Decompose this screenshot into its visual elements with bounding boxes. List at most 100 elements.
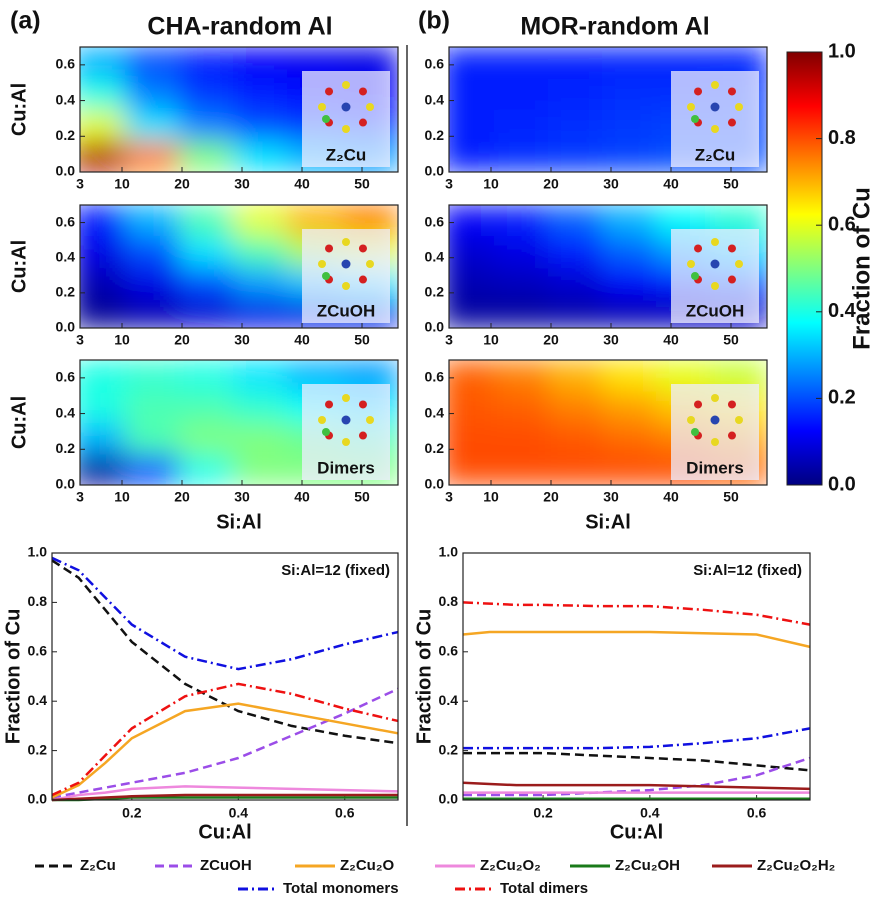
heat-cell (233, 423, 288, 455)
atom (687, 260, 695, 268)
heat-cell (494, 454, 549, 486)
legend-label: Z₂Cu₂O₂ (480, 857, 541, 874)
atom (322, 115, 330, 123)
column-title: MOR-random Al (520, 13, 709, 41)
atom (342, 416, 351, 425)
atom (711, 103, 720, 112)
heat-cell (602, 423, 657, 455)
y-tick-label: 0.8 (439, 593, 459, 609)
panel-label: (a) (10, 7, 41, 35)
inset-label: ZCuOH (317, 301, 376, 320)
y-axis-label: Fraction of Cu (413, 609, 435, 745)
y-tick-label: 0.0 (28, 791, 48, 807)
heat-cell (71, 236, 126, 267)
x-tick-label: 50 (354, 176, 370, 192)
x-tick-label: 20 (543, 332, 559, 348)
heat-cell (233, 267, 288, 298)
x-tick-label: 40 (294, 176, 310, 192)
atom (325, 87, 333, 95)
heat-cell (233, 47, 288, 79)
atom (694, 87, 702, 95)
column-title: CHA-random Al (147, 13, 332, 41)
heat-cell (125, 360, 180, 392)
heat-cell (548, 360, 603, 392)
heat-cell (548, 236, 603, 267)
heat-cell (125, 78, 180, 110)
heat-cell (125, 454, 180, 486)
heat-cell (548, 391, 603, 423)
y-tick-label: 0.2 (56, 127, 76, 143)
x-tick-label: 0.4 (229, 805, 249, 821)
x-tick-label: 40 (663, 176, 679, 192)
x-tick-label: 40 (663, 332, 679, 348)
x-tick-label: 20 (543, 176, 559, 192)
heat-cell (602, 454, 657, 486)
heat-cell (440, 297, 495, 328)
y-tick-label: 0.4 (425, 91, 445, 107)
legend-label: Z₂Cu₂O₂H₂ (757, 857, 835, 874)
x-tick-label: 50 (354, 489, 370, 505)
atom (711, 416, 720, 425)
x-tick-label: 10 (483, 332, 499, 348)
heat-cell (494, 297, 549, 328)
atom (687, 103, 695, 111)
x-tick-label: 3 (76, 489, 84, 505)
x-tick-label: 20 (543, 489, 559, 505)
x-tick-label: 3 (445, 332, 453, 348)
heat-cell (440, 360, 495, 392)
y-tick-label: 0.4 (425, 404, 445, 420)
x-tick-label: 40 (294, 332, 310, 348)
atom (318, 416, 326, 424)
y-tick-label: 0.6 (56, 213, 76, 229)
atom (728, 119, 736, 127)
y-tick-label: 0.2 (56, 440, 76, 456)
x-tick-label: 40 (294, 489, 310, 505)
heat-cell (494, 267, 549, 298)
heat-cell (179, 236, 234, 267)
heat-cell (233, 454, 288, 486)
x-tick-label: 10 (114, 489, 130, 505)
atom (728, 244, 736, 252)
x-tick-label: 40 (663, 489, 679, 505)
heat-cell (71, 47, 126, 79)
heat-cell (548, 78, 603, 110)
atom (342, 103, 351, 112)
y-tick-label: 0.4 (28, 692, 48, 708)
atom (359, 400, 367, 408)
line-series (463, 783, 810, 789)
x-tick-label: 30 (234, 332, 250, 348)
heat-cell (440, 47, 495, 79)
atom (735, 416, 743, 424)
atom (342, 81, 350, 89)
heat-cell (440, 141, 495, 173)
heat-cell (179, 47, 234, 79)
heat-cell (548, 267, 603, 298)
line-series (52, 684, 398, 795)
heat-cell (548, 454, 603, 486)
heat-cell (71, 141, 126, 173)
figure: (a) CHA-random Al (b) MOR-random Al 3 10 2… (0, 0, 876, 898)
atom (728, 432, 736, 440)
y-tick-label: 0.4 (56, 91, 76, 107)
colorbar-tick-label: 0.8 (828, 127, 856, 149)
inset-label: ZCuOH (686, 301, 745, 320)
heat-cell (71, 297, 126, 328)
colorbar-tick-label: 1.0 (828, 40, 856, 62)
y-tick-label: 0.0 (56, 319, 76, 335)
heat-cell (233, 78, 288, 110)
heat-cell (71, 454, 126, 486)
x-tick-label: 10 (483, 176, 499, 192)
inset-label: Dimers (317, 458, 375, 477)
y-axis-label: Fraction of Cu (2, 609, 24, 745)
line-series (52, 560, 398, 743)
atom (711, 125, 719, 133)
heat-cell (548, 110, 603, 142)
panel-label: (b) (418, 7, 450, 35)
y-tick-label: 0.2 (56, 284, 76, 300)
atom (694, 400, 702, 408)
x-tick-label: 30 (234, 489, 250, 505)
heat-cell (233, 360, 288, 392)
heat-cell (71, 267, 126, 298)
heat-cell (548, 141, 603, 173)
atom (342, 438, 350, 446)
